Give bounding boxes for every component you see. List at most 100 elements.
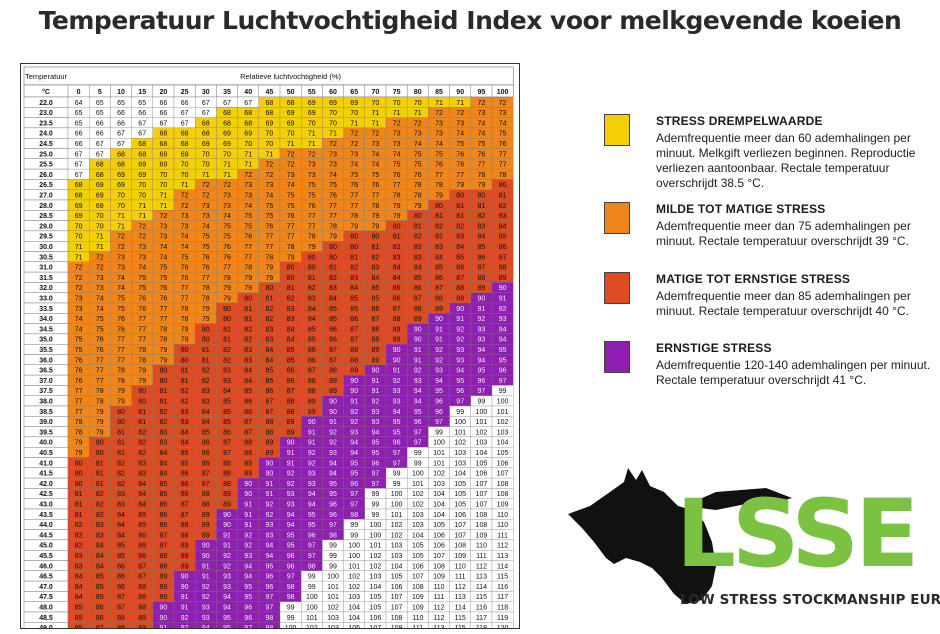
thi-cell-value: 90 (266, 471, 274, 478)
thi-cell-value: 83 (138, 471, 146, 478)
temperature-tick: 36.5 (39, 368, 53, 375)
temperature-tick: 30.5 (39, 254, 53, 261)
thi-cell-value: 85 (308, 337, 316, 344)
thi-cell-value: 76 (499, 141, 507, 148)
temperature-tick: 25.5 (39, 162, 53, 169)
thi-cell-value: 81 (350, 254, 358, 261)
thi-cell-value: 83 (75, 553, 83, 560)
thi-cell-value: 73 (287, 172, 295, 179)
thi-cell-value: 81 (499, 193, 507, 200)
thi-cell-value: 77 (181, 285, 189, 292)
thi-cell-value: 118 (497, 605, 508, 612)
thi-cell-value: 74 (160, 244, 168, 251)
thi-cell-value: 79 (244, 285, 252, 292)
thi-cell-value: 72 (117, 244, 125, 251)
temperature-tick: 42.5 (39, 491, 53, 498)
thi-cell-value: 83 (499, 213, 507, 220)
thi-cell-value: 69 (329, 100, 337, 107)
thi-cell-value: 77 (329, 213, 337, 220)
temperature-tick: 49.0 (39, 625, 53, 628)
thi-cell-value: 84 (266, 357, 274, 364)
thi-cell-value: 84 (244, 368, 252, 375)
thi-cell-value: 76 (456, 151, 464, 158)
thi-cell-value: 68 (202, 120, 210, 127)
thi-cell-value: 79 (372, 213, 380, 220)
thi-cell-value: 68 (266, 110, 274, 117)
thi-cell-value: 81 (435, 213, 443, 220)
thi-cell-value: 112 (433, 605, 444, 612)
thi-cell-value: 94 (478, 357, 486, 364)
thi-cell-value: 88 (160, 563, 168, 570)
thi-cell-value: 73 (160, 223, 168, 230)
thi-cell-value: 90 (393, 357, 401, 364)
thi-cell-value: 78 (96, 399, 104, 406)
thi-cell-value: 90 (202, 543, 210, 550)
thi-cell-value: 75 (138, 285, 146, 292)
thi-cell-value: 94 (223, 594, 231, 601)
thi-cell-value: 69 (181, 151, 189, 158)
thi-cell-value: 91 (244, 522, 252, 529)
thi-cell-value: 91 (160, 625, 168, 628)
thi-cell-value: 66 (117, 110, 125, 117)
thi-cell-value: 82 (160, 409, 168, 416)
thi-cell-value: 69 (96, 193, 104, 200)
thi-cell-value: 76 (202, 265, 210, 272)
thi-cell-value: 93 (223, 574, 231, 581)
temperature-tick: 23.0 (39, 110, 53, 117)
thi-cell-value: 84 (308, 316, 316, 323)
thi-cell-value: 91 (372, 378, 380, 385)
thi-cell-value: 95 (308, 512, 316, 519)
thi-cell-value: 92 (181, 615, 189, 622)
thi-cell-value: 90 (223, 522, 231, 529)
thi-cell-value: 84 (75, 574, 83, 581)
thi-cell-value: 100 (476, 409, 488, 416)
thi-cell-value: 67 (96, 151, 104, 158)
thi-cell-value: 80 (393, 223, 401, 230)
thi-cell-value: 99 (329, 553, 337, 560)
thi-cell-value: 93 (202, 605, 210, 612)
thi-cell-value: 79 (287, 254, 295, 261)
thi-cell-value: 67 (138, 120, 146, 127)
thi-cell-value: 90 (372, 368, 380, 375)
thi-cell-value: 97 (266, 594, 274, 601)
thi-cell-value: 83 (414, 254, 422, 261)
thi-cell-value: 99 (372, 502, 380, 509)
thi-cell-value: 101 (306, 615, 318, 622)
thi-cell-value: 81 (160, 388, 168, 395)
thi-cell-value: 77 (138, 316, 146, 323)
temperature-tick: 42.0 (39, 481, 53, 488)
thi-cell-value: 82 (266, 316, 274, 323)
thi-cell-value: 93 (202, 615, 210, 622)
thi-cell-value: 71 (75, 254, 83, 261)
temperature-tick: 27.0 (39, 193, 53, 200)
thi-cell-value: 101 (391, 512, 403, 519)
thi-cell-value: 72 (435, 110, 443, 117)
thi-cell-value: 78 (75, 429, 83, 436)
thi-cell-value: 89 (181, 553, 189, 560)
thi-cell-value: 90 (160, 605, 168, 612)
thi-cell-value: 102 (348, 584, 360, 591)
thi-cell-value: 94 (223, 605, 231, 612)
thi-cell-value: 83 (96, 532, 104, 539)
thi-cell-value: 70 (160, 172, 168, 179)
thi-cell-value: 102 (412, 491, 424, 498)
thi-cell-value: 67 (223, 100, 231, 107)
thi-cell-value: 107 (433, 553, 445, 560)
thi-cell-value: 95 (478, 368, 486, 375)
thi-cell-value: 92 (499, 306, 507, 313)
thi-cell-value: 74 (266, 193, 274, 200)
thi-cell-value: 67 (181, 110, 189, 117)
thi-cell-value: 78 (435, 182, 443, 189)
thi-cell-value: 85 (456, 254, 464, 261)
thi-cell-value: 90 (350, 378, 358, 385)
thi-cell-value: 97 (456, 399, 464, 406)
thi-cell-value: 73 (393, 141, 401, 148)
humidity-tick: 65 (350, 89, 358, 96)
thi-cell-value: 69 (117, 182, 125, 189)
thi-cell-value: 95 (308, 522, 316, 529)
thi-cell-value: 91 (244, 502, 252, 509)
thi-cell-value: 67 (160, 120, 168, 127)
thi-cell-value: 77 (160, 306, 168, 313)
thi-cell-value: 66 (75, 131, 83, 138)
thi-cell-value: 102 (370, 553, 382, 560)
